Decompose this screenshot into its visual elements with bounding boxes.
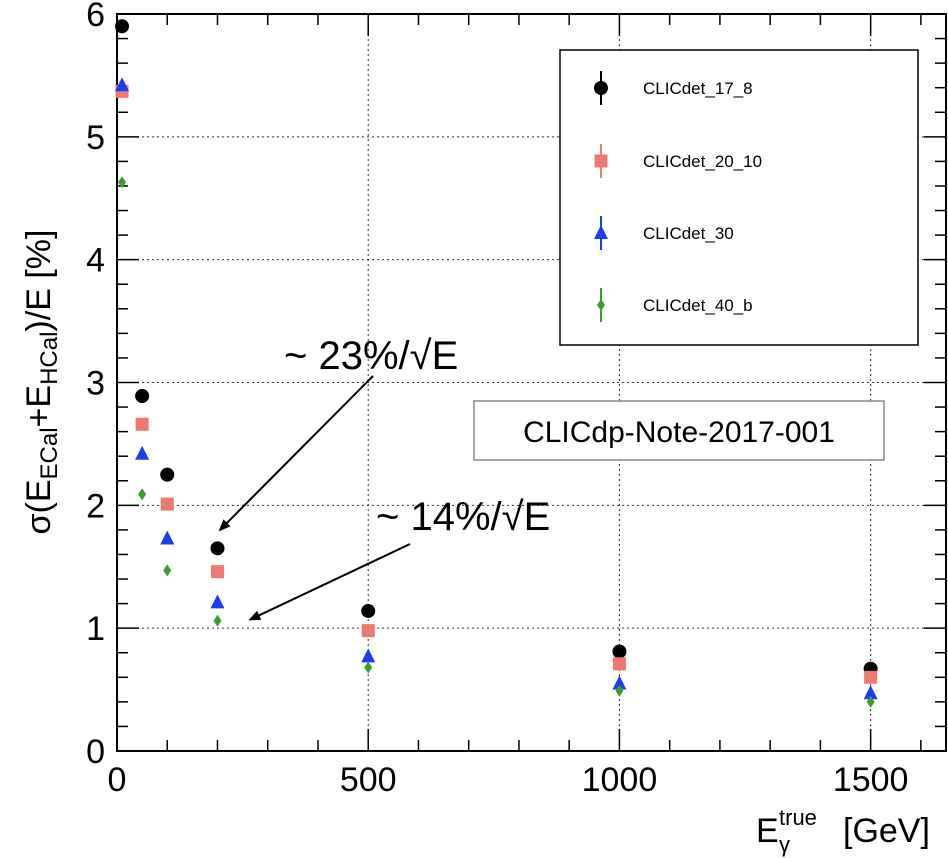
x-axis-title-unit: [GeV] [843,812,930,850]
data-point-clicdet-40-b-6 [866,695,875,708]
data-point-clicdet-17-8-2 [160,467,175,482]
legend-label-clicdet-40-b: CLICdet_40_b [643,296,753,315]
y-tick-label: 5 [86,119,105,157]
data-point-clicdet-30-2 [160,530,175,545]
y-axis-title: σ(EECal+EHCal)/E [%] [20,230,63,535]
legend-label-clicdet-20-10: CLICdet_20_10 [643,152,762,171]
x-axis-title: E true γ [GeV] [756,805,930,857]
data-point-clicdet-20-10-3 [210,565,224,579]
data-point-clicdet-40-b-5 [615,684,624,697]
x-axis-title-sup: true [779,805,817,830]
y-tick-label: 0 [86,733,105,771]
data-point-clicdet-30-1 [135,445,150,460]
data-point-clicdet-20-10-4 [361,624,375,638]
y-tick-label: 4 [86,242,105,280]
data-point-clicdet-40-b-3 [213,614,222,627]
x-axis-title-sub: γ [779,832,790,857]
data-point-clicdet-17-8-1 [135,389,150,404]
data-point-clicdet-30-6 [863,685,878,700]
legend-marker-clicdet-20-10 [594,154,608,168]
legend-markers [594,71,608,322]
x-tick-label: 500 [340,761,397,799]
annotation-arrow-23-percent [218,375,374,532]
data-point-clicdet-40-b-0 [118,176,127,189]
legend-box [559,49,919,346]
annotations: ~ 23%/√E ~ 14%/√E [218,334,550,621]
data-points [115,19,878,708]
x-tick-label: 1500 [833,761,909,799]
data-point-clicdet-30-0 [115,77,130,92]
legend-label-clicdet-30: CLICdet_30 [643,224,734,243]
data-point-clicdet-30-3 [210,594,225,609]
data-point-clicdet-20-10-5 [612,657,626,671]
data-point-clicdet-40-b-4 [364,661,373,674]
data-point-clicdet-17-8-4 [361,603,376,618]
x-axis-title-main: E [756,812,779,850]
data-point-clicdet-40-b-2 [163,564,172,577]
data-point-clicdet-30-4 [361,648,376,663]
annotation-arrow-14-percent [248,543,411,621]
legend-marker-clicdet-17-8 [594,81,608,95]
data-point-clicdet-17-8-3 [210,541,225,556]
data-point-clicdet-40-b-1 [138,488,147,501]
y-tick-label: 6 [86,0,105,34]
x-tick-label: 0 [108,761,127,799]
data-point-clicdet-20-10-2 [160,497,174,511]
legend-label-clicdet-17-8: CLICdet_17_8 [643,79,753,98]
note-box: CLICdp-Note-2017-001 [473,400,885,461]
data-point-clicdet-17-8-5 [612,644,627,659]
legend: CLICdet_17_8 CLICdet_20_10 CLICdet_30 CL… [559,49,919,346]
data-point-clicdet-30-5 [612,675,627,690]
tick-labels: 0 500 1000 1500 0 1 2 3 4 5 6 [86,0,908,799]
y-tick-label: 2 [86,487,105,525]
y-tick-label: 1 [86,610,105,648]
annotation-14-percent: ~ 14%/√E [376,495,550,539]
y-tick-label: 3 [86,365,105,403]
data-point-clicdet-17-8-0 [115,19,130,34]
data-point-clicdet-20-10-1 [135,417,149,431]
legend-marker-clicdet-40-b [597,299,605,311]
note-text: CLICdp-Note-2017-001 [523,416,835,449]
legend-marker-clicdet-30 [594,225,608,239]
annotation-23-percent: ~ 23%/√E [284,334,458,378]
data-point-clicdet-20-10-6 [864,670,878,684]
x-tick-label: 1000 [582,761,658,799]
